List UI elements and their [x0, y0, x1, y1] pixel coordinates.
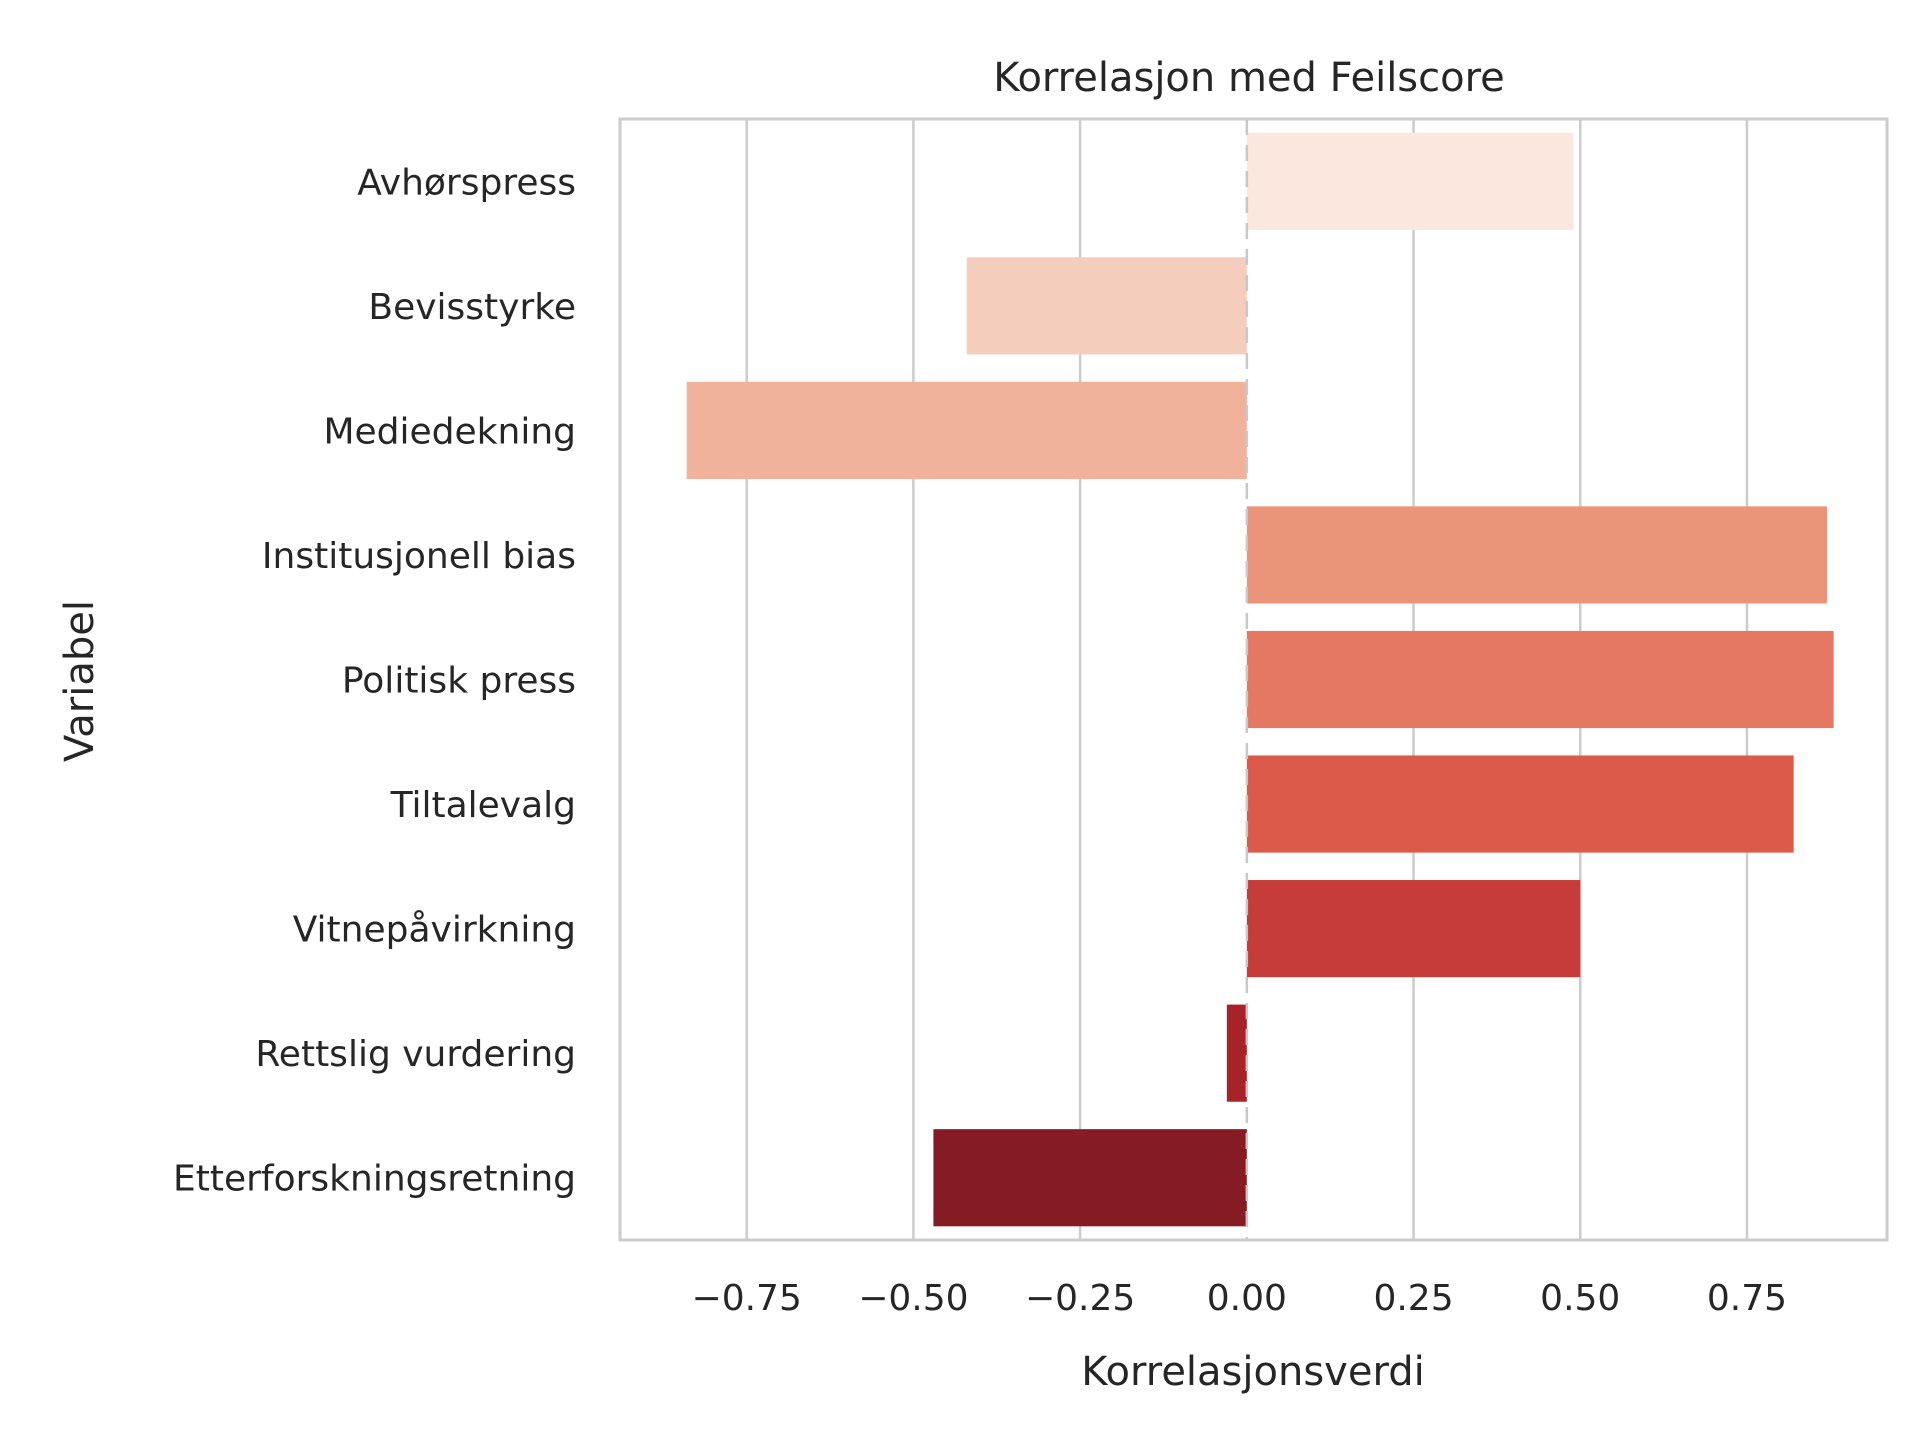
bar: [1246, 880, 1581, 978]
bar: [1246, 630, 1834, 729]
x-tick-label: 0.00: [1207, 1278, 1287, 1319]
y-tick-label: Mediedekning: [323, 411, 576, 452]
y-tick-label: Institusjonell bias: [262, 536, 576, 577]
bar: [1226, 1004, 1247, 1102]
x-tick-label: 0.25: [1373, 1278, 1453, 1319]
plot-frame: [618, 117, 1889, 1242]
y-tick-label: Politisk press: [342, 661, 576, 702]
x-tick-label: −0.50: [858, 1278, 968, 1319]
y-tick-label: Bevisstyrke: [368, 287, 576, 328]
x-tick-label: 0.75: [1707, 1278, 1787, 1319]
bar: [933, 1129, 1247, 1227]
bar: [966, 257, 1247, 355]
bar: [1246, 132, 1574, 230]
chart-title: Korrelasjon med Feilscore: [993, 55, 1505, 101]
x-tick-label: 0.50: [1540, 1278, 1620, 1319]
bar: [686, 381, 1247, 479]
y-tick-label: Avhørspress: [357, 162, 576, 203]
x-axis-label: Korrelasjonsverdi: [1081, 1349, 1424, 1395]
y-axis-label: Variabel: [57, 600, 103, 762]
bars: [686, 132, 1834, 1227]
y-tick-label: Tiltalevalg: [390, 785, 576, 826]
y-tick-label: Etterforskningsretning: [173, 1159, 576, 1200]
x-tick-labels: −0.75 −0.50 −0.25 0.00 0.25 0.50 0.75: [692, 1278, 1788, 1319]
x-tick-label: −0.75: [692, 1278, 802, 1319]
y-tick-label: Rettslig vurdering: [255, 1034, 576, 1075]
y-tick-labels: Avhørspress Bevisstyrke Mediedekning Instit…: [173, 162, 576, 1199]
bar: [1246, 506, 1827, 604]
y-tick-label: Vitnepåvirkning: [293, 910, 576, 951]
x-tick-label: −0.25: [1025, 1278, 1135, 1319]
bar: [1246, 755, 1794, 853]
